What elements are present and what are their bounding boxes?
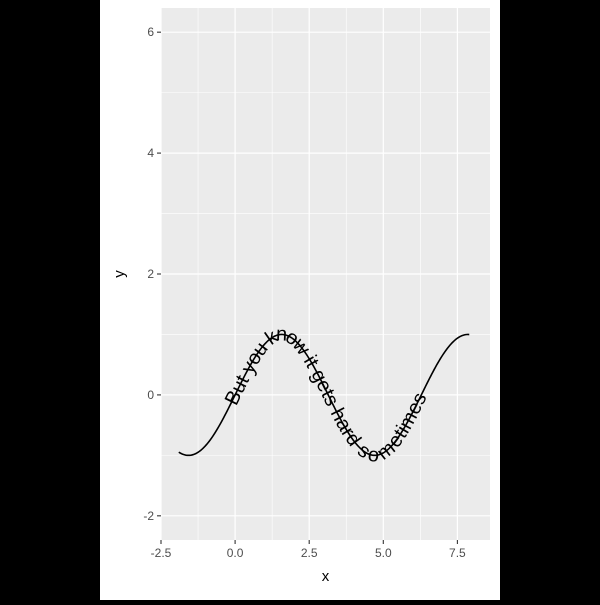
y-tick-label: 2: [147, 267, 154, 281]
x-tick-label: 0.0: [227, 546, 244, 560]
sine-curve: [178, 333, 470, 457]
x-tick-label: 5.0: [375, 546, 392, 560]
plot-canvas: But you know it gets hard sometimes -2.5…: [100, 0, 500, 600]
x-tick-label: 7.5: [449, 546, 466, 560]
y-axis: -2 0 2 4 6: [143, 25, 161, 523]
x-axis-title: x: [322, 568, 330, 585]
chart: But you know it gets hard sometimes -2.5…: [111, 8, 490, 585]
x-tick-label: -2.5: [151, 546, 172, 560]
x-tick-label: 2.5: [301, 546, 318, 560]
grid-major: [160, 8, 490, 540]
x-axis: -2.5 0.0 2.5 5.0 7.5: [151, 540, 466, 560]
y-tick-label: -2: [143, 509, 154, 523]
y-tick-label: 0: [147, 388, 154, 402]
y-tick-label: 6: [147, 25, 154, 39]
y-tick-label: 4: [147, 146, 154, 160]
y-axis-title: y: [111, 270, 128, 278]
